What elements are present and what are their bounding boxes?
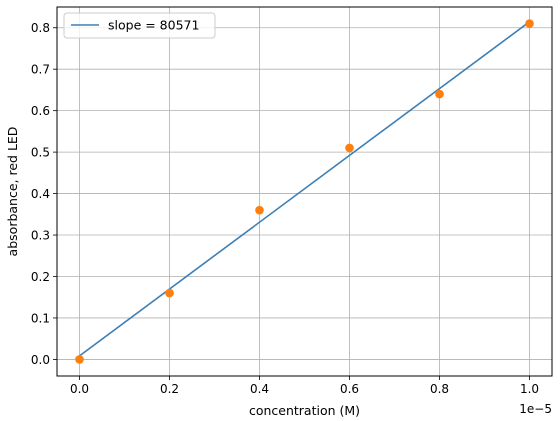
fit-line (79, 21, 530, 357)
x-tick-label: 0.4 (250, 382, 269, 396)
legend-label: slope = 80571 (108, 18, 199, 33)
y-tick-label: 0.8 (31, 21, 50, 35)
legend-box (63, 12, 216, 39)
y-axis-label: absorbance, red LED (5, 127, 20, 257)
x-tick-label: 0.6 (340, 382, 359, 396)
data-point (165, 288, 174, 298)
grid (57, 7, 552, 376)
x-tick-label: 0.2 (160, 382, 179, 396)
x-axis-ticks: 0.0 0.2 0.4 0.6 0.8 1.0 (70, 376, 539, 396)
y-tick-label: 0.7 (31, 63, 50, 77)
data-point (75, 355, 84, 364)
x-tick-label: 0.8 (430, 382, 449, 396)
legend: slope = 80571 (63, 12, 216, 39)
x-tick-label: 1.0 (520, 382, 539, 396)
scatter-points (75, 19, 534, 364)
fit-line-layer (79, 21, 530, 357)
y-axis-ticks: 0.0 0.1 0.2 0.3 0.4 0.5 0.6 0.7 0.8 (31, 21, 57, 367)
y-tick-label: 0.1 (31, 311, 50, 325)
y-tick-label: 0.3 (31, 229, 50, 243)
x-axis-label: concentration (M) (249, 403, 360, 418)
y-tick-label: 0.5 (31, 146, 50, 160)
y-tick-label: 0.6 (31, 104, 50, 118)
x-axis-offset-label: 1e−5 (519, 402, 552, 416)
y-tick-label: 0.0 (31, 353, 50, 367)
plot-frame (56, 6, 553, 377)
x-tick-label: 0.0 (70, 382, 89, 396)
data-point (345, 143, 354, 153)
data-point (435, 89, 444, 99)
data-point (255, 205, 264, 215)
y-tick-label: 0.2 (31, 270, 50, 284)
y-tick-label: 0.4 (31, 187, 50, 201)
data-point (525, 19, 534, 28)
